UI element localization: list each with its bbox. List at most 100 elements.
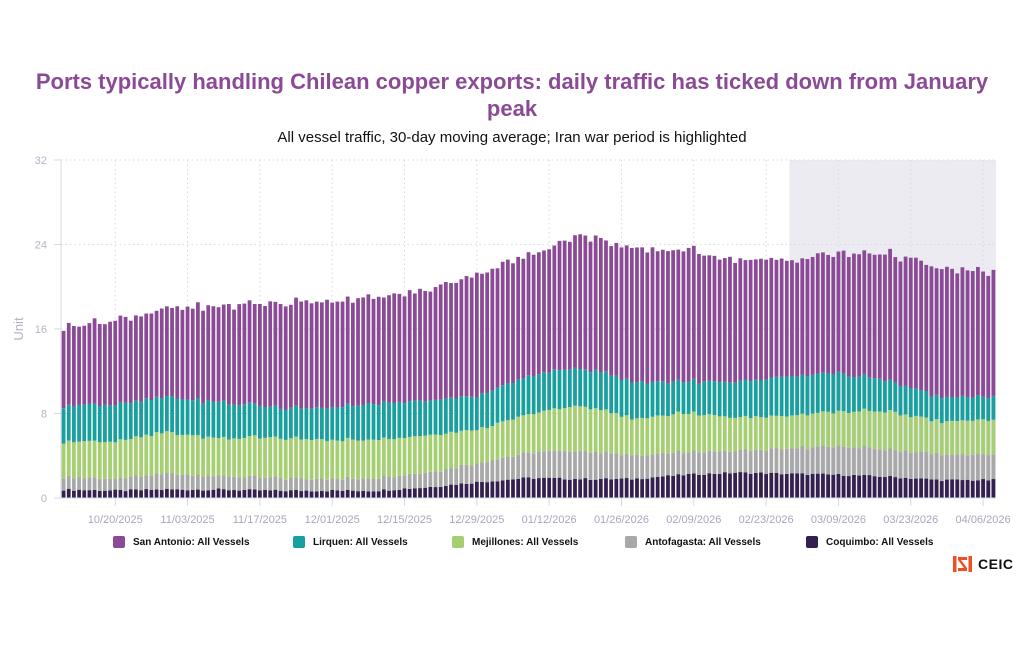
bar-segment-coquimbo [113,489,118,498]
bar-segment-antofagasta [536,451,541,479]
bar-segment-lirquen [449,397,453,432]
bar-segment-antofagasta [888,448,892,477]
bar-segment-san-antonio [345,296,350,404]
bar-segment-antofagasta [593,451,598,480]
bar-segment-coquimbo [134,489,138,498]
bar-segment-antofagasta [790,448,794,474]
bar-segment-san-antonio [712,255,717,382]
legend-item-san-antonio[interactable]: San Antonio: All Vessels [113,536,250,548]
bar-segment-lirquen [795,376,800,416]
bar-stack [516,256,521,498]
bar-segment-mejillones [965,420,970,456]
bar-segment-mejillones [960,420,965,455]
bar-segment-lirquen [764,379,769,418]
bar-segment-antofagasta [676,451,681,475]
legend-item-coquimbo[interactable]: Coquimbo: All Vessels [806,536,933,548]
bar-segment-antofagasta [562,451,567,480]
bar-segment-san-antonio [490,268,495,391]
bar-segment-san-antonio [800,258,805,375]
bar-stack [697,253,701,498]
bar-segment-san-antonio [144,313,149,399]
bar-segment-san-antonio [774,259,779,377]
bar-segment-lirquen [505,383,510,421]
bar-segment-coquimbo [929,479,934,498]
bar-segment-coquimbo [242,489,247,498]
bar-segment-lirquen [681,382,686,415]
bar-segment-coquimbo [686,473,691,498]
bar-segment-lirquen [970,397,975,421]
bar-segment-mejillones [795,415,800,449]
bar-segment-mejillones [108,441,112,479]
legend-item-lirquen[interactable]: Lirquen: All Vessels [293,536,408,548]
bar-segment-antofagasta [945,455,949,480]
bar-segment-mejillones [991,419,996,455]
bar-segment-san-antonio [454,282,459,399]
bar-segment-coquimbo [872,476,877,498]
bar-segment-lirquen [485,392,490,429]
bar-segment-lirquen [283,409,288,440]
bar-segment-mejillones [392,439,397,478]
bar-segment-antofagasta [748,451,753,474]
bar-segment-san-antonio [852,253,856,378]
bar-stack [144,313,149,498]
bar-segment-mejillones [841,411,846,447]
legend-item-antofagasta[interactable]: Antofagasta: All Vessels [625,536,761,548]
bar-segment-antofagasta [743,448,748,473]
bar-segment-lirquen [753,379,758,417]
bar-segment-lirquen [862,373,867,409]
bar-segment-san-antonio [216,307,221,402]
bar-segment-antofagasta [392,477,397,491]
chart-title-line-2: peak [486,96,538,121]
bar-segment-lirquen [604,371,608,410]
bar-segment-lirquen [976,395,980,420]
bar-segment-mejillones [722,416,727,451]
bar-segment-mejillones [717,416,722,452]
bar-segment-san-antonio [836,251,841,372]
bar-segment-coquimbo [702,474,707,498]
bar-segment-antofagasta [764,450,769,475]
bar-stack [810,256,815,498]
bar-segment-antofagasta [934,452,939,480]
bar-segment-antofagasta [619,455,624,479]
legend-swatch [452,536,464,548]
bar-segment-san-antonio [536,252,541,375]
bar-stack [350,302,355,498]
bar-segment-lirquen [805,376,810,416]
bar-segment-coquimbo [903,477,908,498]
bar-segment-lirquen [319,407,324,440]
bar-segment-coquimbo [805,475,810,498]
bar-segment-antofagasta [299,478,304,492]
bar-segment-san-antonio [831,256,836,375]
bar-segment-antofagasta [547,450,552,478]
bar-segment-coquimbo [593,479,598,498]
bar-segment-mejillones [87,440,92,478]
bar-segment-coquimbo [283,491,288,498]
bar-segment-antofagasta [268,477,273,491]
bar-segment-coquimbo [165,488,169,498]
bar-stack [945,266,949,498]
stacked-bar-chart: 0 8 16 24 32 10/20/2025 11/03/2025 11/17/2025 12… [11,155,1011,526]
bar-segment-san-antonio [314,301,319,408]
bar-segment-coquimbo [717,473,722,498]
bar-segment-coquimbo [986,480,991,498]
bar-segment-mejillones [743,415,748,449]
bar-segment-coquimbo [609,479,614,498]
bar-segment-antofagasta [950,454,954,480]
bar-segment-coquimbo [92,489,97,498]
bar-segment-lirquen [247,402,252,437]
bar-segment-antofagasta [495,459,500,482]
bar-segment-mejillones [438,434,443,472]
bar-stack [371,298,376,498]
legend-item-mejillones[interactable]: Mejillones: All Vessels [452,536,578,548]
bar-segment-san-antonio [857,254,861,377]
bar-segment-mejillones [103,441,107,479]
bar-segment-mejillones [712,415,717,452]
bar-stack [113,320,118,498]
bar-segment-antofagasta [159,474,164,491]
bar-segment-coquimbo [309,491,314,498]
bar-segment-mejillones [139,437,143,477]
bar-stack [376,296,381,498]
bar-segment-mejillones [309,440,314,480]
bar-segment-antofagasta [862,445,867,475]
bar-segment-coquimbo [407,488,412,498]
